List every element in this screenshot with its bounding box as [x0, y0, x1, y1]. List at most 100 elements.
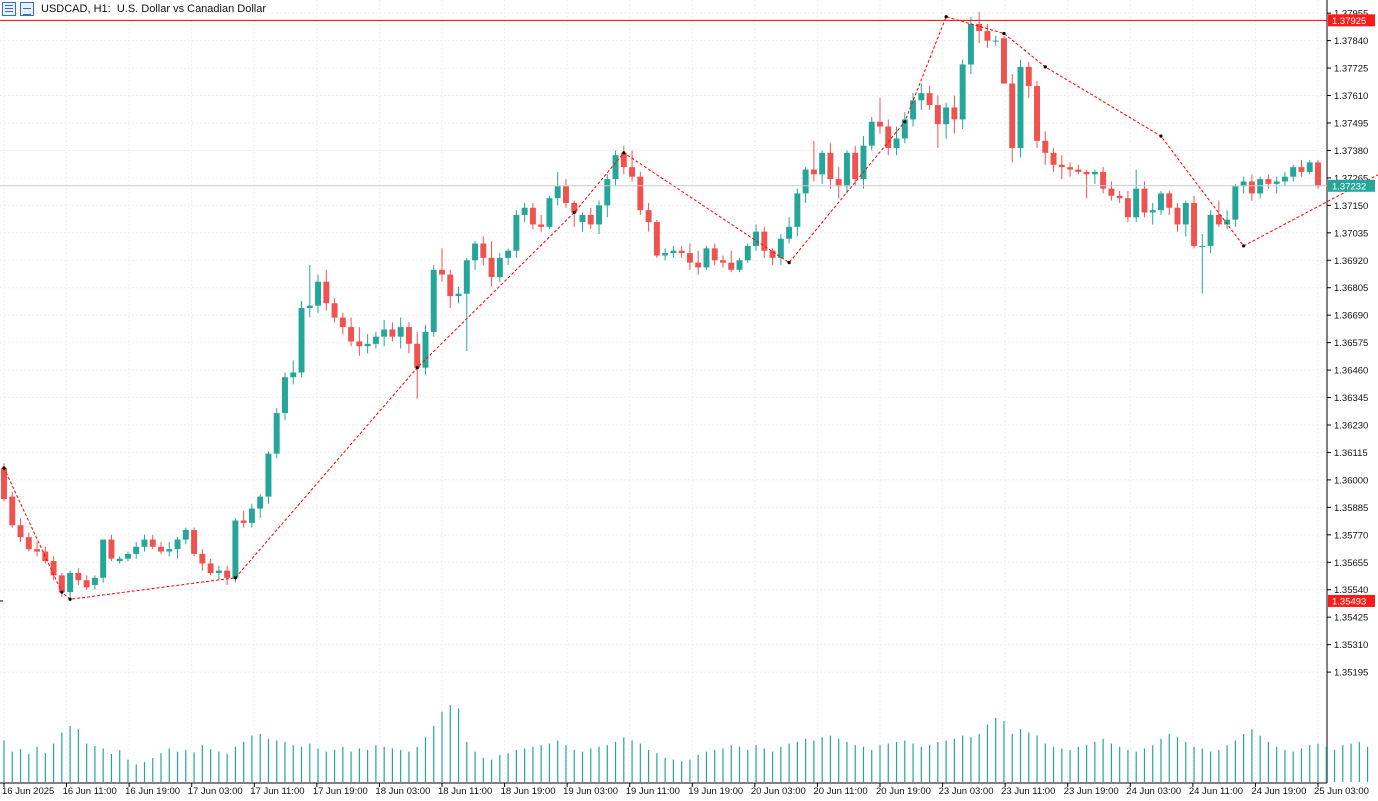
price-tick-label: 1.36345 [1334, 393, 1368, 404]
price-tick-label: 1.37265 [1334, 173, 1368, 184]
candle-bear [637, 176, 644, 211]
candle-bear [1083, 171, 1090, 175]
candle-bull [802, 169, 809, 194]
candle-bull [174, 539, 181, 550]
candle-bear [158, 546, 164, 552]
zigzag-point [622, 151, 626, 155]
candle-bear [629, 167, 636, 177]
candle-bear [83, 580, 90, 588]
zigzag-point [944, 15, 948, 19]
price-tick-label: 1.37380 [1334, 146, 1368, 157]
candle-bear [810, 169, 817, 175]
candle-bull [306, 305, 313, 309]
candle-bull [662, 253, 669, 256]
candle-bull [282, 377, 288, 414]
candle-bull [1091, 171, 1098, 175]
candle-bull [166, 549, 173, 552]
candle-bull [860, 145, 867, 180]
candle-bear [711, 248, 718, 261]
candle-bull [1158, 193, 1164, 211]
time-tick-label: 16 Jun 19:00 [125, 786, 180, 796]
candle-bull [967, 23, 974, 65]
candle-bull [463, 260, 470, 294]
candle-bear [529, 207, 536, 225]
candle-bear [1298, 167, 1305, 172]
candle-bull [422, 331, 429, 368]
candle-bear [1265, 179, 1272, 184]
time-tick-label: 20 Jun 03:00 [751, 786, 806, 796]
candle-bull [1290, 167, 1297, 177]
candle-bear [835, 179, 842, 187]
candle-bear [1034, 85, 1040, 141]
candle-bull [298, 308, 305, 373]
candle-bear [877, 121, 883, 127]
time-tick-label: 23 Jun 19:00 [1064, 786, 1119, 796]
candle-bear [1075, 169, 1082, 172]
candle-bull [521, 207, 528, 215]
candle-bull [1182, 202, 1189, 225]
price-tick-label: 1.35770 [1334, 530, 1368, 541]
price-badge [1328, 14, 1375, 27]
candlesticks [1, 11, 1321, 600]
candle-bear [108, 539, 115, 559]
calendar-icon[interactable] [20, 2, 34, 16]
candle-bear [224, 570, 231, 578]
candle-bull [67, 573, 74, 593]
candle-bull [472, 243, 479, 261]
price-tick-label: 1.37150 [1334, 201, 1368, 212]
candle-bull [257, 496, 264, 509]
candle-bear [439, 269, 445, 275]
time-tick-label: 24 Jun 03:00 [1126, 786, 1181, 796]
candle-bear [389, 329, 396, 337]
zigzag-point [2, 466, 6, 470]
candle-bear [571, 202, 578, 213]
candle-bear [1000, 38, 1007, 84]
timeframe-label: H1: [93, 3, 111, 15]
time-tick-label: 23 Jun 03:00 [939, 786, 994, 796]
candle-bear [620, 152, 627, 168]
time-tick-label: 17 Jun 03:00 [188, 786, 243, 796]
candle-bear [1067, 167, 1074, 170]
candle-bear [827, 152, 834, 180]
chart-list-icon[interactable] [2, 2, 16, 16]
candle-bear [149, 539, 156, 547]
time-tick-label: 17 Jun 19:00 [313, 786, 368, 796]
price-tick-label: 1.35310 [1334, 640, 1368, 651]
candle-bear [207, 563, 214, 574]
candle-bull [819, 152, 826, 175]
candle-bear [769, 250, 776, 258]
price-tick-label: 1.37495 [1334, 118, 1368, 129]
candle-bull [1232, 186, 1239, 220]
candle-bull [248, 508, 255, 523]
candle-bear [1042, 140, 1049, 153]
price-tick-label: 1.35425 [1334, 613, 1368, 624]
candle-bear [885, 126, 892, 149]
candle-bull [753, 231, 760, 246]
price-badge-label: 1.37925 [1332, 16, 1366, 27]
chart-title-bar: USDCAD, H1: U.S. Dollar vs Canadian Doll… [0, 0, 266, 18]
candle-bear [1124, 198, 1131, 218]
candle-bear [199, 553, 206, 564]
zigzag-point [1242, 244, 1246, 248]
candle-bear [1215, 214, 1222, 225]
candle-bull [100, 539, 107, 578]
candle-bear [480, 243, 487, 258]
candle-bull [1240, 181, 1247, 187]
candle-bear [488, 257, 495, 277]
candle-bear [720, 260, 726, 263]
zigzag-indicator [2, 15, 1378, 601]
price-tick-label: 1.36805 [1334, 283, 1368, 294]
candle-bull [215, 570, 222, 574]
chart-grid [0, 0, 1328, 784]
candle-bear [934, 105, 941, 125]
candle-bull [430, 269, 437, 332]
candle-bear [17, 525, 24, 538]
candle-bull [116, 558, 123, 562]
candle-bear [653, 222, 660, 256]
price-tick-label: 1.37035 [1334, 228, 1368, 239]
price-tick-label: 1.36460 [1334, 366, 1368, 377]
candle-bear [58, 575, 65, 593]
candle-bull [290, 372, 297, 378]
